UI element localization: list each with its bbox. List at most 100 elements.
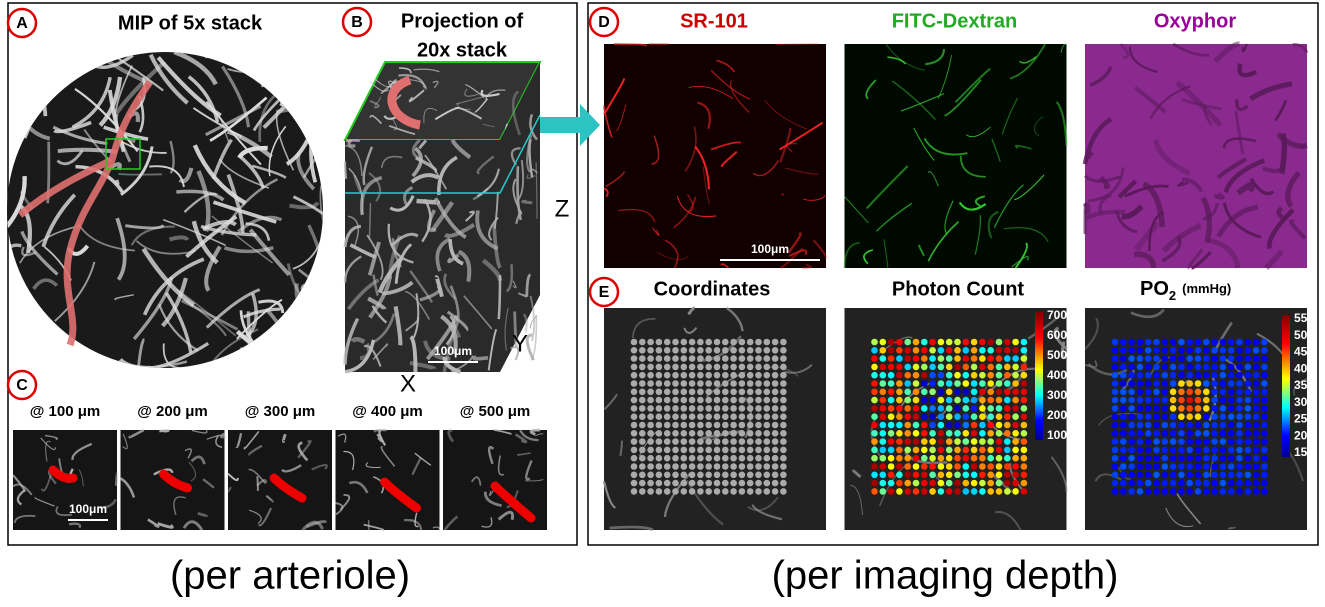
grid-point: [688, 438, 696, 445]
vessel: [510, 147, 521, 166]
vessel: [987, 210, 999, 239]
grid-point: [1004, 380, 1011, 387]
vessel: [1276, 206, 1285, 221]
grid-point: [663, 438, 671, 445]
vessel: [1187, 248, 1204, 270]
vessel: [904, 451, 948, 465]
grid-point: [1227, 413, 1235, 421]
grid-point: [1111, 446, 1119, 454]
grid-point: [697, 405, 704, 412]
vessel: [1053, 326, 1068, 350]
vessel: [516, 160, 525, 202]
grid-point: [1186, 471, 1193, 479]
grid-point: [1261, 371, 1268, 379]
grid-point: [1227, 488, 1235, 495]
grid-point: [912, 388, 920, 396]
grid-point: [1236, 471, 1243, 479]
vessel: [343, 224, 362, 248]
grid-point: [1144, 363, 1152, 371]
vessel: [865, 79, 877, 100]
grid-point: [962, 479, 970, 487]
grid-point: [1153, 438, 1160, 445]
vessel: [442, 326, 458, 373]
grid-point: [697, 380, 704, 387]
vessel: [249, 509, 262, 525]
grid-point: [663, 371, 671, 379]
vessel: [261, 81, 315, 88]
grid-point: [954, 380, 961, 387]
vessel: [409, 360, 437, 371]
grid-point: [1252, 355, 1260, 362]
vessel: [844, 196, 869, 224]
scale-bar-label: 100μm: [434, 344, 472, 358]
colorbar-label: 100: [1047, 428, 1067, 442]
grid-point: [1136, 479, 1144, 487]
grid-point: [647, 363, 654, 371]
grid-point: [663, 405, 671, 412]
vessel: [631, 318, 656, 339]
grid-point: [1178, 454, 1185, 462]
vessel: [812, 239, 827, 258]
grid-point: [763, 380, 771, 387]
vessel: [362, 146, 374, 186]
grid-point: [1252, 396, 1260, 404]
vessel: [802, 264, 812, 269]
grid-point: [639, 338, 646, 346]
grid-point: [1252, 371, 1260, 379]
grid-point: [1120, 413, 1127, 421]
vessel: [505, 264, 514, 293]
grid-point: [1186, 371, 1193, 379]
grid-point: [697, 421, 704, 429]
vessel: [369, 114, 383, 125]
grid-point: [1120, 463, 1127, 470]
grid-point: [647, 438, 654, 445]
grid-point: [630, 396, 638, 404]
grid-point: [1111, 380, 1119, 387]
grid-point: [1203, 355, 1210, 362]
vessel: [130, 225, 175, 246]
grid-point: [738, 347, 746, 354]
vessel: [512, 280, 517, 289]
grid-point: [663, 454, 671, 462]
grid-point: [755, 371, 762, 379]
grid-point: [722, 380, 729, 387]
arteriole: [17, 79, 153, 347]
grid-point: [896, 463, 903, 470]
vessel: [215, 435, 223, 449]
grid-point: [871, 355, 878, 362]
vessel: [1009, 43, 1046, 80]
grid-point: [697, 355, 704, 362]
grid-point: [1227, 371, 1235, 379]
grid-point: [1227, 463, 1235, 470]
grid-point: [1203, 488, 1210, 495]
grid-point: [945, 413, 953, 421]
grid-point: [630, 380, 638, 387]
grid-point: [1261, 355, 1268, 362]
grid-point: [912, 430, 920, 437]
grid-point: [1161, 488, 1169, 495]
grid-point: [1178, 380, 1185, 387]
grid-point: [1111, 421, 1119, 429]
grid-point: [1012, 363, 1019, 371]
title-sub: 2: [1169, 288, 1176, 303]
grid-point: [1128, 371, 1135, 379]
vessel: [617, 208, 656, 223]
grid-point: [1004, 446, 1011, 454]
grid-point: [763, 446, 771, 454]
grid-point: [630, 388, 638, 396]
grid-point: [1211, 471, 1218, 479]
grid-point: [663, 380, 671, 387]
vessel: [298, 52, 323, 61]
grid-point: [639, 479, 646, 487]
grid-point: [1178, 388, 1185, 396]
grid-point: [1219, 446, 1227, 454]
grid-point: [896, 471, 903, 479]
vessel: [464, 88, 479, 97]
grid-point: [738, 363, 746, 371]
vessel: [614, 43, 648, 47]
grid-point: [713, 421, 721, 429]
grid-point: [780, 421, 787, 429]
grid-point: [937, 371, 945, 379]
vessel: [265, 494, 274, 503]
grid-point: [1261, 388, 1268, 396]
